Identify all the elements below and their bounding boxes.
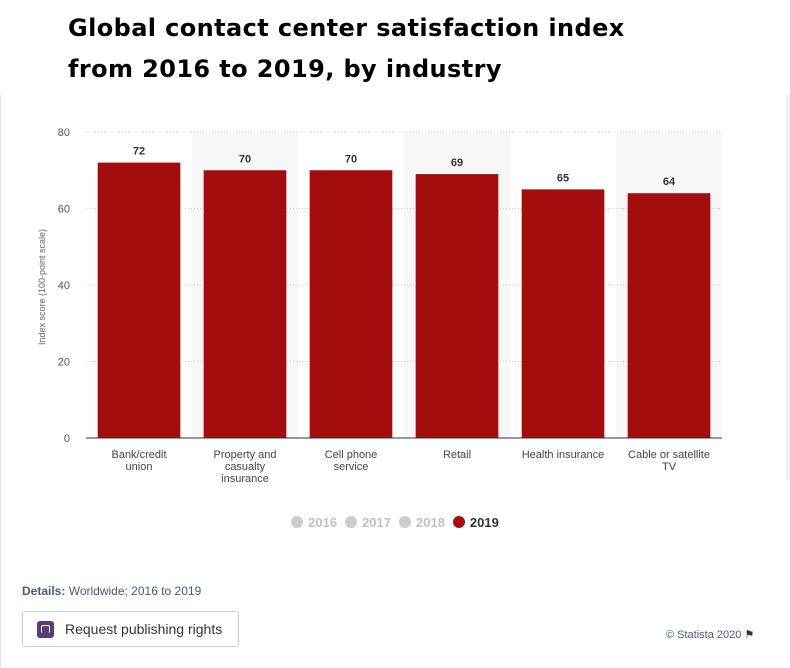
copyright-text: © Statista 2020 (666, 629, 742, 641)
bar (627, 193, 711, 438)
bar (97, 162, 181, 438)
y-axis-label: Index score (100-point scale) (37, 229, 47, 345)
bar (415, 174, 499, 438)
details-note: Details: Worldwide; 2016 to 2019 (22, 584, 201, 598)
chart-title-line-2: from 2016 to 2019, by industry (68, 55, 502, 83)
legend-label: 2016 (308, 515, 338, 531)
y-tick-label: 20 (58, 357, 70, 369)
bar-chart: 0 20 40 60 80 Index score (100-point scale) 72… (37, 127, 722, 485)
data-label: 64 (663, 176, 676, 188)
legend-dot (291, 516, 304, 529)
y-tick-label: 80 (58, 127, 70, 139)
data-label: 72 (133, 146, 145, 158)
data-label: 70 (239, 153, 251, 165)
details-label: Details: (22, 584, 66, 598)
x-tick-label: Property and casualty insurance (214, 449, 277, 485)
legend-item-2017[interactable]: 2017 (345, 515, 391, 530)
x-tick-label: Cable or satellite TV (628, 449, 710, 473)
legend-item-2019[interactable]: 2019 (452, 515, 499, 531)
chart-legend: 2016 2017 2018 2019 (0, 514, 790, 530)
copyright-note: © Statista 2020 ⚑ (666, 628, 754, 641)
bar (309, 170, 393, 438)
request-publishing-rights-button[interactable]: Request publishing rights (22, 611, 239, 647)
legend-dot (345, 516, 358, 529)
details-text: Worldwide; 2016 to 2019 (68, 584, 202, 598)
legend-item-2018[interactable]: 2018 (399, 515, 445, 530)
legend-item-2016[interactable]: 2016 (291, 515, 337, 530)
x-tick-label: Bank/credit union (111, 449, 166, 473)
x-tick-label: Health insurance (522, 449, 605, 461)
y-tick-label: 0 (64, 433, 70, 445)
publish-button-label: Request publishing rights (65, 621, 223, 637)
data-label: 65 (557, 172, 569, 184)
x-tick-label: Cell phone service (325, 449, 378, 473)
bar (521, 189, 605, 438)
chart-title-line-1: Global contact center satisfaction index (68, 14, 625, 42)
legend-label: 2017 (362, 515, 391, 531)
x-tick-label: Retail (443, 449, 471, 461)
bar (203, 170, 287, 438)
publish-icon (37, 620, 54, 638)
legend-label: 2019 (469, 515, 499, 531)
data-label: 69 (451, 157, 463, 169)
chart-title: Global contact center satisfaction index… (68, 8, 768, 90)
legend-dot (399, 516, 411, 529)
flag-icon[interactable]: ⚑ (744, 629, 755, 641)
data-label: 70 (345, 153, 357, 165)
legend-dot (452, 516, 465, 529)
y-tick-label: 60 (58, 204, 70, 216)
legend-label: 2018 (416, 515, 445, 531)
panel-edge (786, 95, 790, 480)
y-tick-label: 40 (58, 280, 70, 292)
